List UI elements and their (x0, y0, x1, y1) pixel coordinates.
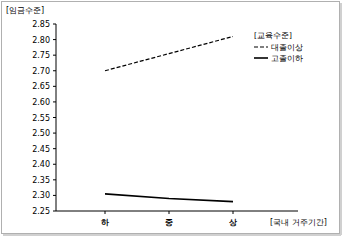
frame-shadow (340, 3, 342, 235)
y-axis-label: [임금수준] (6, 6, 44, 15)
legend-label: 고졸이하 (271, 54, 303, 63)
y-tick (53, 179, 56, 180)
legend-swatch (254, 57, 268, 59)
x-tick (105, 211, 106, 214)
y-tick (53, 148, 56, 149)
y-tick (53, 70, 56, 71)
y-tick (53, 133, 56, 134)
y-tick-label: 2.60 (32, 98, 50, 107)
chart: [임금수준] 2.25 2.30 2.35 2.40 2.45 2.50 2.55 2.60 2.… (0, 0, 343, 237)
y-tick (53, 164, 56, 165)
legend-swatch (254, 46, 268, 47)
x-axis-label: [국내 거주기간] (270, 218, 327, 227)
y-tick-label: 2.70 (32, 67, 50, 76)
y-tick (53, 55, 56, 56)
y-tick (53, 86, 56, 87)
x-tick (169, 211, 170, 214)
x-axis (56, 211, 298, 212)
y-tick-label: 2.55 (32, 114, 50, 123)
frame (2, 2, 340, 234)
series-line (105, 36, 233, 70)
y-tick-label: 2.80 (32, 36, 50, 45)
plot-area (105, 36, 233, 201)
x-tick-label: 중 (165, 218, 173, 227)
y-tick (53, 24, 56, 25)
x-tick-label: 상 (229, 218, 237, 227)
y-tick-label: 2.75 (32, 51, 50, 60)
y-tick-label: 2.45 (32, 145, 50, 154)
y-tick (53, 211, 56, 212)
series-line (105, 194, 233, 202)
frame-shadow (3, 234, 341, 236)
y-tick-label: 2.25 (32, 207, 50, 216)
y-tick (53, 117, 56, 118)
y-tick-label: 2.65 (32, 82, 50, 91)
y-tick-label: 2.85 (32, 20, 50, 29)
y-tick-label: 2.35 (32, 176, 50, 185)
x-tick-label: 하 (101, 218, 109, 227)
y-tick-label: 2.50 (32, 129, 50, 138)
y-tick-label: 2.30 (32, 191, 50, 200)
y-tick (53, 39, 56, 40)
legend-title: [교육수준] (254, 31, 292, 40)
y-tick (53, 195, 56, 196)
x-tick (233, 211, 234, 214)
y-tick-label: 2.40 (32, 160, 50, 169)
legend-label: 대졸이상 (271, 43, 303, 52)
y-tick (53, 101, 56, 102)
